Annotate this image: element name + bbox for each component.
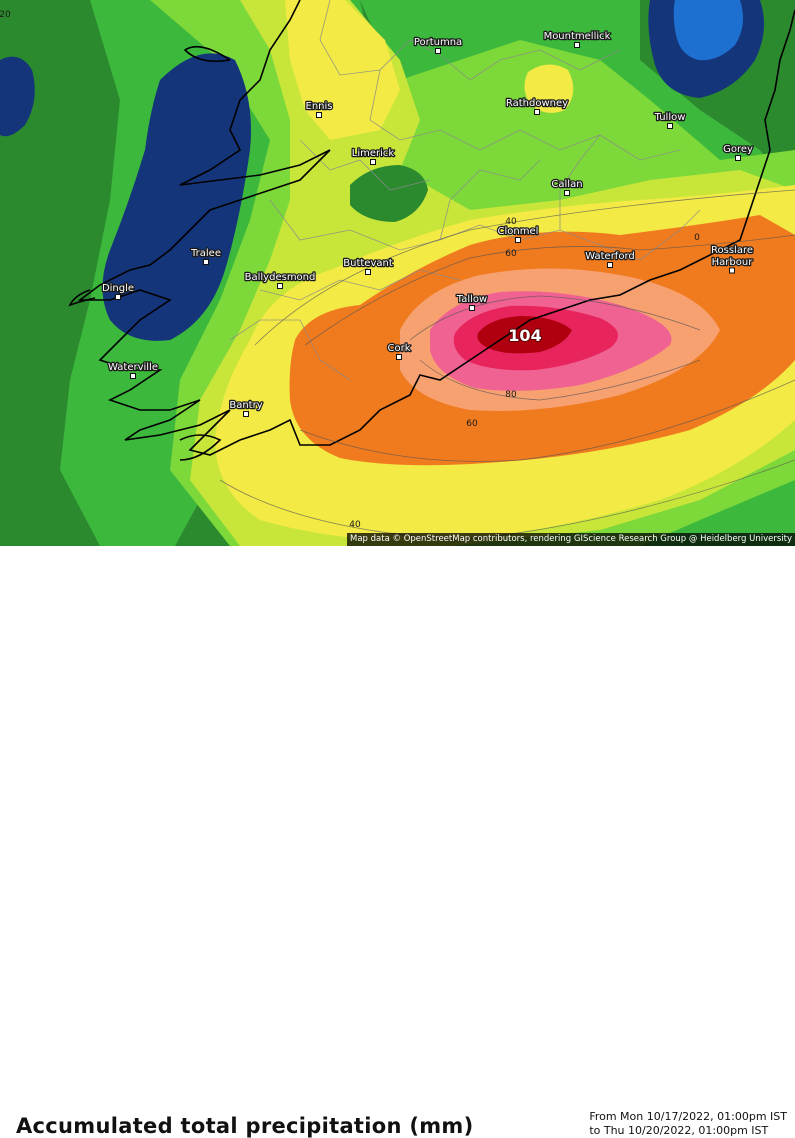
town-marker-clonmel[interactable] xyxy=(515,237,521,243)
town-waterford[interactable]: Waterford xyxy=(584,250,636,268)
town-label-rosslare-line2: Harbour xyxy=(712,257,754,268)
town-label-waterville: Waterville xyxy=(108,362,158,373)
town-marker-bantry[interactable] xyxy=(243,411,249,417)
town-marker-cork[interactable] xyxy=(396,354,402,360)
town-label-dingle: Dingle xyxy=(102,283,134,294)
field-deep-blue-edge xyxy=(0,56,35,137)
town-label-waterford: Waterford xyxy=(585,251,634,262)
isoline-labels: 40 60 0 80 60 40 20 xyxy=(0,10,700,530)
isoline-label-iso-40-south: 40 xyxy=(349,520,361,530)
town-clonmel[interactable]: Clonmel xyxy=(496,225,540,243)
field-blue-ne xyxy=(673,0,744,61)
town-marker-buttevant[interactable] xyxy=(365,269,371,275)
town-buttevant[interactable]: Buttevant xyxy=(342,257,394,275)
town-label-tralee: Tralee xyxy=(190,248,221,259)
town-label-rathdowney: Rathdowney xyxy=(506,98,568,109)
field-dark-green-patch xyxy=(350,165,428,222)
town-label-tullow: Tullow xyxy=(654,112,686,123)
town-callan[interactable]: Callan xyxy=(550,178,584,196)
town-waterville[interactable]: Waterville xyxy=(107,361,159,379)
town-marker-rathdowney[interactable] xyxy=(534,109,540,115)
town-marker-ballydesmond[interactable] xyxy=(277,283,283,289)
town-label-rosslare-line1: Rosslare xyxy=(711,245,753,256)
town-label-buttevant: Buttevant xyxy=(343,258,393,269)
town-marker-mountmellick[interactable] xyxy=(574,42,580,48)
town-portumna[interactable]: Portumna xyxy=(413,36,463,54)
isoline-label-iso-60-south: 60 xyxy=(466,419,478,429)
isoline-label-iso-60-north: 60 xyxy=(505,249,517,259)
field-dark-red xyxy=(477,316,572,354)
town-marker-ennis[interactable] xyxy=(316,112,322,118)
town-cork[interactable]: Cork xyxy=(386,342,412,360)
coastline xyxy=(68,0,795,461)
field-yellow-north-island xyxy=(524,64,574,113)
town-label-portumna: Portumna xyxy=(414,37,462,48)
isoline-label-iso-80: 80 xyxy=(505,390,517,400)
town-label-bantry: Bantry xyxy=(229,400,262,411)
town-label-callan: Callan xyxy=(551,179,582,190)
town-marker-tallow[interactable] xyxy=(469,305,475,311)
town-ballydesmond[interactable]: Ballydesmond xyxy=(243,271,317,289)
town-tallow[interactable]: Tallow xyxy=(454,293,489,311)
isoline-label-iso-0: 0 xyxy=(694,233,700,243)
period-to: to Thu 10/20/2022, 01:00pm IST xyxy=(589,1124,769,1137)
map-attribution: Map data © OpenStreetMap contributors, r… xyxy=(347,533,795,546)
town-ennis[interactable]: Ennis xyxy=(304,100,334,118)
period-from: From Mon 10/17/2022, 01:00pm IST xyxy=(589,1110,787,1123)
field-deep-blue-west xyxy=(102,53,251,341)
town-marker-dingle[interactable] xyxy=(115,294,121,300)
town-markers[interactable]: Portumna Mountmellick Ennis Rathdowney Tullo… xyxy=(101,30,755,417)
max-value-label: 104 xyxy=(508,326,541,345)
town-marker-portumna[interactable] xyxy=(435,48,441,54)
isoline-label-iso-20: 20 xyxy=(0,10,11,20)
chart-title: Accumulated total precipitation (mm) xyxy=(16,1114,474,1138)
time-period: From Mon 10/17/2022, 01:00pm IST to Thu … xyxy=(589,1110,787,1138)
town-mountmellick[interactable]: Mountmellick xyxy=(542,30,612,48)
isolines xyxy=(219,189,795,541)
town-tralee[interactable]: Tralee xyxy=(189,247,222,265)
town-label-cork: Cork xyxy=(387,343,410,354)
town-marker-gorey[interactable] xyxy=(735,155,741,161)
town-label-mountmellick: Mountmellick xyxy=(544,31,611,42)
town-marker-rosslare[interactable] xyxy=(729,267,735,274)
town-bantry[interactable]: Bantry xyxy=(228,399,264,417)
town-label-ennis: Ennis xyxy=(306,101,333,112)
town-marker-limerick[interactable] xyxy=(370,159,376,165)
town-marker-waterford[interactable] xyxy=(607,262,613,268)
town-label-tallow: Tallow xyxy=(456,294,487,305)
town-rathdowney[interactable]: Rathdowney xyxy=(505,97,569,115)
town-label-ballydesmond: Ballydesmond xyxy=(245,272,316,283)
town-marker-tralee[interactable] xyxy=(203,259,209,265)
town-limerick[interactable]: Limerick xyxy=(350,147,396,165)
field-yellow xyxy=(285,0,400,140)
town-marker-tullow[interactable] xyxy=(667,123,673,129)
town-marker-waterville[interactable] xyxy=(130,373,136,379)
town-tullow[interactable]: Tullow xyxy=(652,111,687,129)
town-gorey[interactable]: Gorey xyxy=(722,143,754,161)
legend-footer: Accumulated total precipitation (mm) Fro… xyxy=(0,546,795,1138)
county-borders xyxy=(229,0,701,381)
town-marker-callan[interactable] xyxy=(564,190,570,196)
isoline-label-iso-40-north: 40 xyxy=(505,217,517,227)
precipitation-map[interactable]: 40 60 0 80 60 40 20 104 Portumna Mountmellick En… xyxy=(0,0,795,546)
town-label-limerick: Limerick xyxy=(352,148,395,159)
town-label-gorey: Gorey xyxy=(723,144,753,155)
town-label-clonmel: Clonmel xyxy=(498,226,539,237)
town-dingle[interactable]: Dingle xyxy=(101,282,135,300)
